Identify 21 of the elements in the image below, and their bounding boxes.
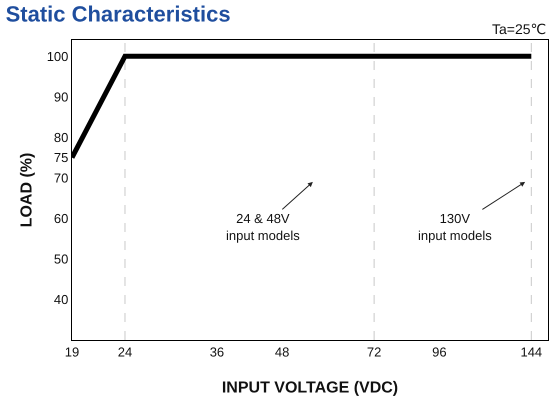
- annotation: 24 & 48V input models: [226, 211, 300, 243]
- y-tick-label: 80: [54, 130, 68, 145]
- x-axis-title: INPUT VOLTAGE (VDC): [222, 379, 398, 396]
- y-axis-title: LOAD (%): [18, 152, 36, 228]
- x-tick-label: 24: [118, 344, 132, 360]
- y-tick-label: 70: [54, 170, 68, 186]
- chart-title: Static Characteristics: [6, 2, 231, 27]
- y-tick-label: 100: [46, 48, 68, 64]
- x-tick-label: 144: [520, 344, 542, 360]
- y-tick-label: 60: [54, 210, 68, 226]
- x-tick-label: 72: [366, 344, 382, 360]
- y-tick-label: 75: [54, 150, 68, 166]
- y-tick-label: 90: [54, 89, 68, 104]
- x-tick-label: 96: [432, 344, 447, 360]
- x-tick-label: 48: [274, 344, 290, 360]
- text: Ta=25℃: [492, 21, 546, 37]
- y-tick-label: 40: [54, 292, 68, 308]
- x-tick-label: 19: [64, 344, 80, 360]
- y-tick-label: 50: [54, 251, 68, 266]
- annotation: 130V input models: [418, 211, 492, 243]
- x-tick-label: 36: [210, 344, 224, 360]
